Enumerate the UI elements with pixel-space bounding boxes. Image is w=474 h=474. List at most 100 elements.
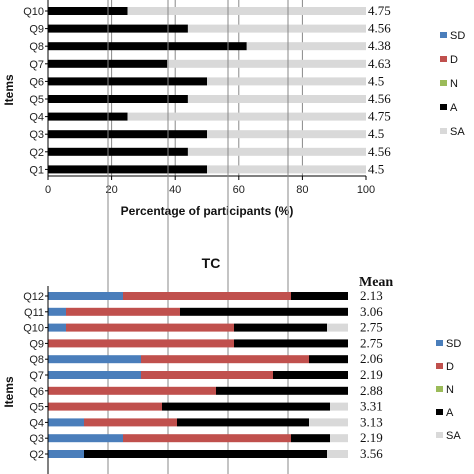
chart2-bar-q2-sa bbox=[327, 450, 348, 458]
chart1-category-label: Q8 bbox=[29, 41, 44, 53]
chart1-x-tick-label: 20 bbox=[105, 184, 117, 196]
chart2-legend-label: A bbox=[446, 407, 454, 419]
chart2-bar-q2-a bbox=[84, 450, 327, 458]
chart2-bar-q10-sd bbox=[48, 323, 66, 332]
chart1-legend-swatch-n bbox=[440, 80, 447, 86]
chart2-category-label: Q11 bbox=[24, 307, 44, 319]
chart1-category-label: Q2 bbox=[29, 147, 44, 159]
chart2-category-label: Q3 bbox=[29, 433, 44, 445]
chart2-bar-q4-d bbox=[84, 418, 177, 427]
chart2-mean-value: 3.31 bbox=[360, 399, 383, 414]
chart2-category-label: Q7 bbox=[29, 370, 44, 382]
chart1-bar-q4-sa bbox=[127, 112, 366, 121]
chart2-mean-value: 2.88 bbox=[360, 383, 383, 398]
chart2-category-label: Q2 bbox=[29, 449, 44, 461]
chart1-mean-value: 4.5 bbox=[368, 126, 384, 141]
chart1-bar-q1-a bbox=[48, 165, 207, 174]
chart2-mean-value: 3.06 bbox=[360, 304, 383, 319]
chart1-mean-value: 4.56 bbox=[368, 21, 391, 36]
chart2-bar-q3-d bbox=[123, 434, 291, 443]
chart2-category-label: Q9 bbox=[29, 338, 44, 350]
chart1-mean-value: 4.63 bbox=[368, 56, 391, 71]
chart1-category-label: Q10 bbox=[23, 6, 44, 18]
chart1-bar-q1-sa bbox=[207, 165, 366, 174]
chart2-bar-q3-sa bbox=[330, 434, 348, 443]
chart2-legend-swatch-sd bbox=[436, 340, 443, 346]
chart2-legend-label: N bbox=[446, 384, 454, 396]
chart2-legend-swatch-sa bbox=[436, 432, 443, 438]
chart2-mean-value: 2.06 bbox=[360, 351, 383, 366]
chart2-bar-q7-sd bbox=[48, 371, 141, 379]
chart2-bar-q10-a bbox=[234, 323, 327, 332]
chart1-bar-q10-sa bbox=[127, 7, 366, 15]
chart1-legend-label: A bbox=[450, 102, 458, 114]
chart2-bar-q12-a bbox=[291, 292, 348, 300]
chart2-bar-q7-d bbox=[141, 371, 273, 379]
chart2-bar-q12-sd bbox=[48, 292, 123, 300]
chart1-mean-value: 4.5 bbox=[368, 73, 384, 88]
chart1-x-tick-label: 60 bbox=[233, 184, 245, 196]
chart1-x-axis-label: Percentage of participants (%) bbox=[121, 204, 294, 218]
chart1-legend-label: D bbox=[450, 54, 458, 66]
chart1-category-label: Q3 bbox=[29, 129, 44, 141]
chart2-legend-swatch-n bbox=[436, 386, 443, 392]
chart1-bar-q9-a bbox=[48, 24, 188, 33]
chart1-mean-value: 4.75 bbox=[368, 3, 391, 18]
chart1-bar-q8-a bbox=[48, 42, 247, 51]
chart2-bar-q4-sa bbox=[309, 418, 348, 427]
chart2-y-axis-label: Items bbox=[2, 376, 16, 408]
chart1-bar-q7-sa bbox=[167, 59, 366, 68]
chart2-mean-value: 2.19 bbox=[360, 430, 383, 445]
chart2-bar-q8-sd bbox=[48, 355, 141, 364]
chart2-bar-q3-sd bbox=[48, 434, 123, 443]
chart1-legend-swatch-d bbox=[440, 56, 447, 62]
chart1-bar-q3-a bbox=[48, 130, 207, 139]
chart2-category-label: Q5 bbox=[29, 402, 44, 414]
chart1-x-tick-label: 40 bbox=[169, 184, 181, 196]
chart2-category-label: Q12 bbox=[23, 291, 44, 303]
chart1-mean-value: 4.56 bbox=[368, 144, 391, 159]
chart1-mean-value: 4.75 bbox=[368, 109, 391, 124]
chart2-bar-q8-d bbox=[141, 355, 309, 364]
chart1-legend-swatch-sa bbox=[440, 128, 447, 134]
chart1-bar-q10-a bbox=[48, 7, 128, 15]
chart2-bar-q10-d bbox=[66, 323, 234, 332]
chart1-mean-value: 4.56 bbox=[368, 91, 391, 106]
chart2-bar-q9-a bbox=[234, 339, 348, 348]
chart2-legend-swatch-a bbox=[436, 409, 443, 415]
chart1-category-label: Q1 bbox=[29, 164, 44, 176]
chart1-bar-q6-a bbox=[48, 77, 207, 86]
chart1-bar-q6-sa bbox=[207, 77, 366, 86]
chart2-legend-label: SD bbox=[446, 338, 461, 350]
chart2-bar-q5-sa bbox=[330, 402, 348, 411]
chart2-bar-q11-sd bbox=[48, 307, 66, 316]
chart2-bar-q2-sd bbox=[48, 450, 84, 458]
chart1-bar-q8-sa bbox=[246, 42, 366, 51]
chart1-bar-q9-sa bbox=[187, 24, 366, 33]
chart1-bar-q5-sa bbox=[187, 95, 366, 103]
chart1-legend-label: SD bbox=[450, 30, 465, 42]
chart1-legend-swatch-sd bbox=[440, 32, 447, 38]
chart2-category-label: Q4 bbox=[29, 417, 44, 429]
chart2-mean-value: 3.56 bbox=[360, 446, 383, 461]
chart2-legend-label: D bbox=[446, 361, 454, 373]
chart2-category-label: Q10 bbox=[23, 323, 44, 335]
chart2-mean-header: Mean bbox=[359, 275, 393, 290]
chart2-bar-q6-d bbox=[48, 386, 216, 395]
chart2-bar-q9-d bbox=[48, 339, 234, 348]
chart1-category-label: Q7 bbox=[29, 59, 44, 71]
chart1-mean-value: 4.38 bbox=[368, 38, 391, 53]
chart2-bar-q4-sd bbox=[48, 418, 84, 427]
chart2-bar-q6-a bbox=[216, 386, 348, 395]
chart2-bar-q4-a bbox=[177, 418, 309, 427]
chart1-category-label: Q4 bbox=[29, 112, 44, 124]
chart2-mean-value: 3.13 bbox=[360, 414, 383, 429]
chart2-mean-value: 2.19 bbox=[360, 367, 383, 382]
chart1-category-label: Q6 bbox=[29, 76, 44, 88]
chart1-bar-q3-sa bbox=[207, 130, 366, 139]
chart1-category-label: Q5 bbox=[29, 94, 44, 106]
chart2-legend-swatch-d bbox=[436, 363, 443, 369]
chart2-legend-label: SA bbox=[446, 430, 461, 442]
chart2-mean-value: 2.75 bbox=[360, 320, 383, 335]
